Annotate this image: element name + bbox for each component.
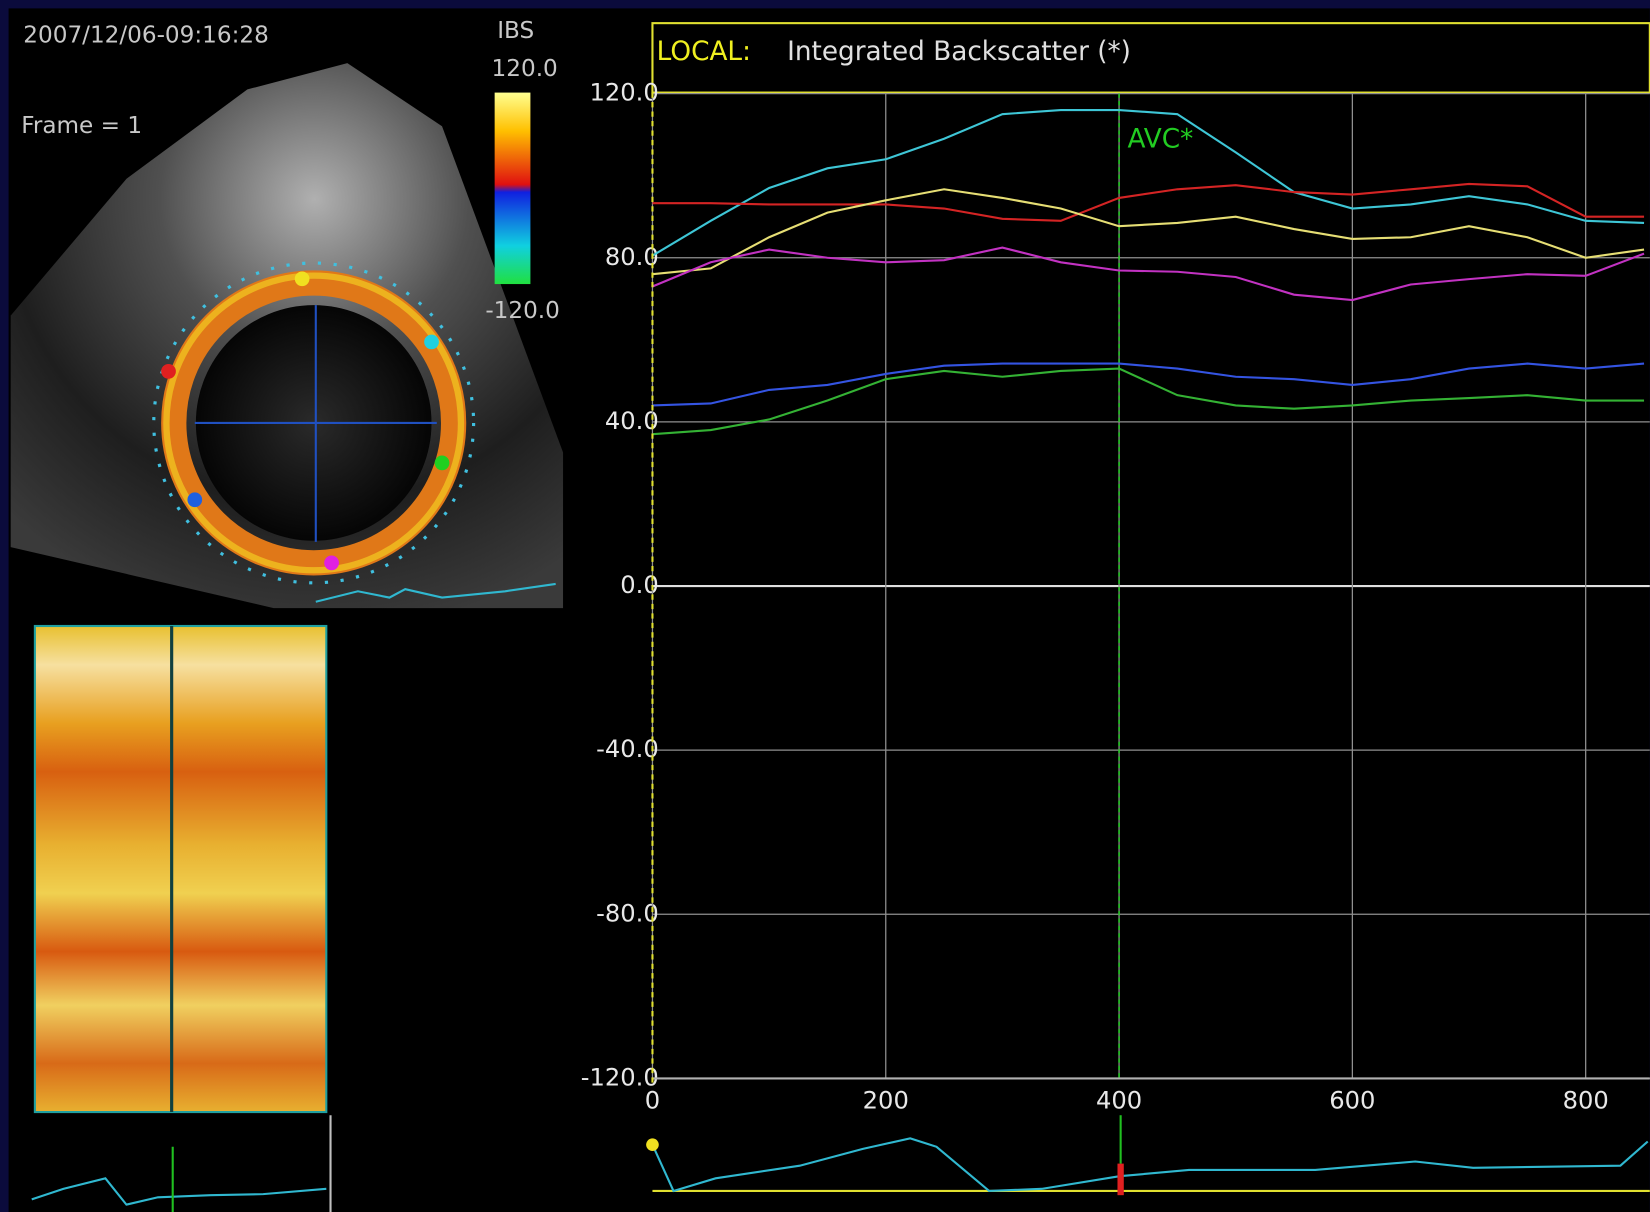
data-line [651, 108, 1645, 257]
x-tick-label: 0 [645, 1087, 660, 1115]
annotation-label: AVC* [1127, 124, 1193, 154]
plot-area: 120.080.040.00.0-40.0-80.0-120.00 200 400 6… [581, 79, 1650, 1115]
colorbar-min: -120.0 [485, 298, 560, 324]
chart-title: Integrated Backscatter (*) [787, 37, 1131, 67]
timestamp: 2007/12/06-09:16:28 [23, 22, 269, 48]
y-tick-label: -40.0 [596, 735, 659, 763]
data-line [652, 362, 1645, 407]
ultrasound-image [10, 63, 564, 609]
data-line [652, 246, 1645, 302]
colorbar-title: IBS [497, 18, 534, 44]
m-mode-panel [31, 624, 332, 1212]
y-tick-label: -120.0 [581, 1063, 659, 1091]
y-tick-label: 40.0 [605, 407, 659, 435]
x-tick-label: 200 [863, 1087, 909, 1115]
frame-label: Frame = 1 [21, 113, 142, 139]
colorbar-max: 120.0 [492, 56, 558, 82]
data-line [652, 182, 1645, 222]
y-tick-label: 120.0 [590, 79, 659, 107]
chart-title-prefix: LOCAL: [657, 37, 751, 67]
ecg-trace [646, 1115, 1650, 1196]
colorbar [494, 92, 531, 285]
x-tick-label: 600 [1329, 1087, 1375, 1115]
x-tick-label: 800 [1563, 1087, 1609, 1115]
data-line [652, 367, 1645, 436]
data-line [652, 188, 1645, 276]
y-tick-label: 80.0 [605, 243, 659, 271]
x-tick-label: 400 [1096, 1087, 1142, 1115]
y-tick-label: -80.0 [596, 899, 659, 927]
